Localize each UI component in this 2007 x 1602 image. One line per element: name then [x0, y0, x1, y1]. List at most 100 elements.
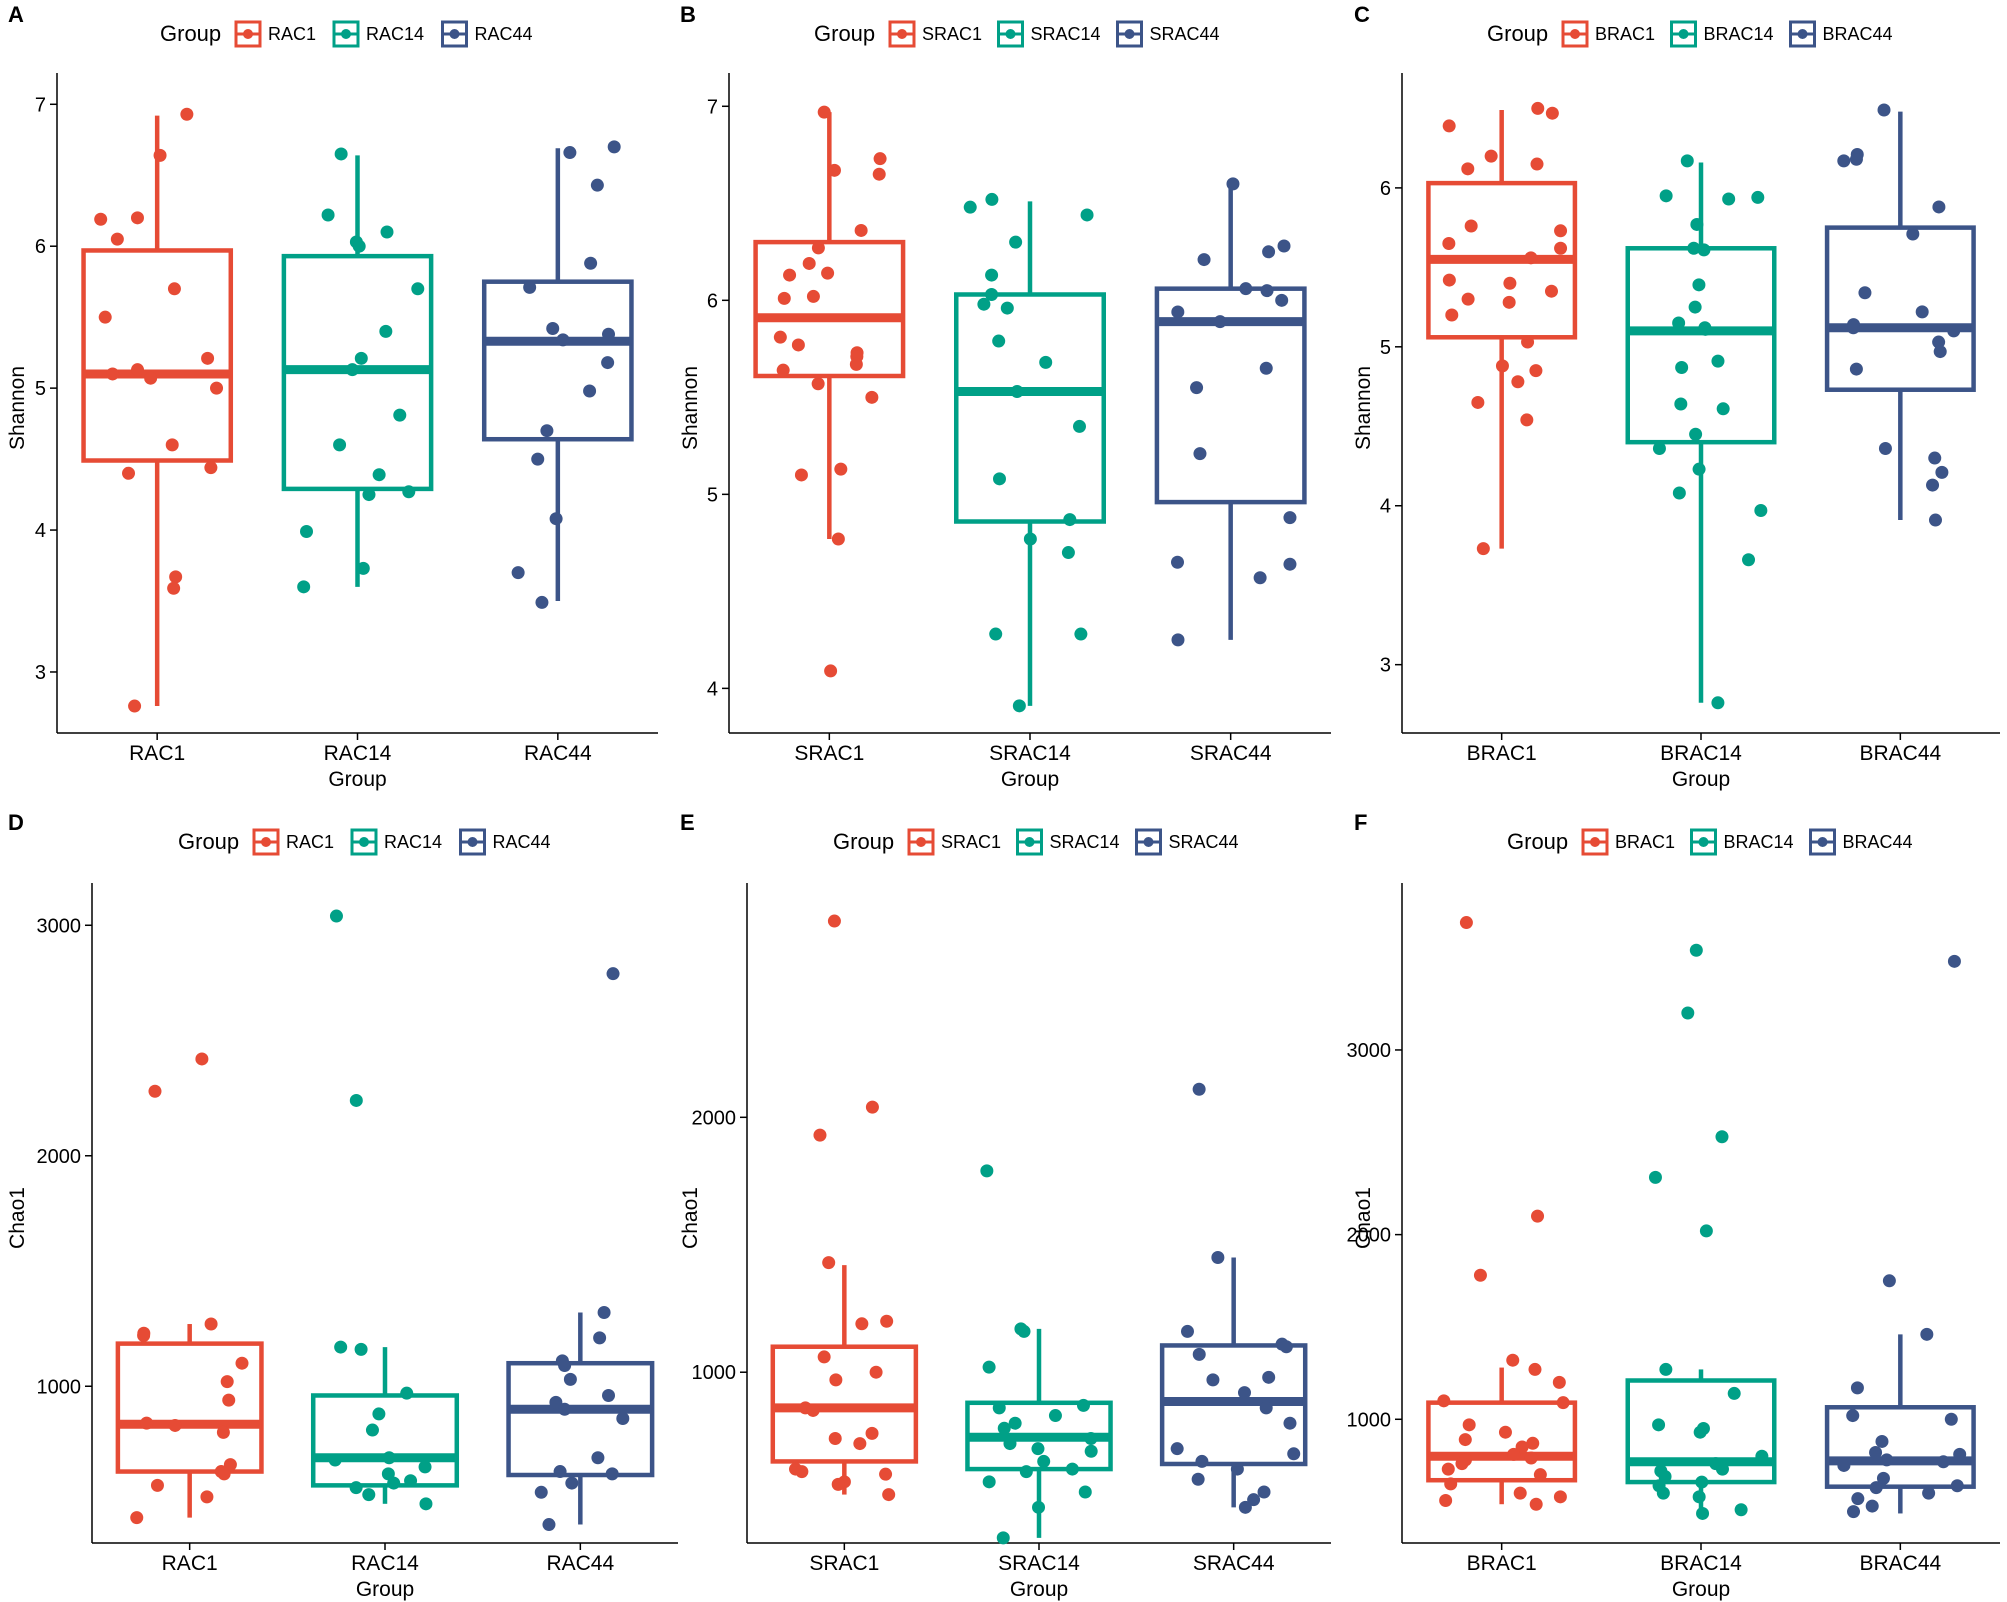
legend-title: Group	[160, 21, 221, 46]
data-point	[168, 1418, 182, 1432]
data-point	[834, 462, 848, 476]
data-point	[989, 627, 1003, 641]
data-point	[1846, 321, 1860, 335]
data-point	[130, 1511, 144, 1525]
data-point	[553, 1465, 567, 1479]
box-iqr	[1824, 1405, 1976, 1489]
y-tick-label: 5	[707, 484, 718, 506]
x-tick-label: BRAC1	[1467, 1552, 1537, 1575]
data-point	[535, 595, 549, 609]
data-point	[411, 282, 425, 296]
box-rac1	[115, 1324, 264, 1518]
y-tick-label: 2000	[692, 1107, 737, 1129]
data-point	[1464, 219, 1478, 233]
data-point	[380, 225, 394, 239]
data-point	[992, 1401, 1006, 1415]
data-point	[1080, 208, 1094, 222]
data-point	[1521, 335, 1535, 349]
y-tick-label: 1000	[37, 1376, 82, 1398]
data-point	[1195, 1454, 1209, 1468]
data-point	[1659, 1362, 1673, 1376]
legend-swatch-dot	[467, 837, 478, 847]
legend-key-srac44: SRAC44	[1135, 828, 1239, 856]
data-point	[128, 699, 142, 713]
y-tick-label: 7	[35, 94, 46, 116]
data-point	[1953, 1447, 1967, 1461]
x-tick-label: BRAC1	[1467, 742, 1537, 765]
x-axis-title: Group	[1672, 768, 1730, 791]
data-point	[540, 424, 554, 438]
data-point	[137, 1329, 151, 1343]
data-point	[1932, 200, 1946, 214]
data-point	[1688, 300, 1702, 314]
data-point	[829, 1373, 843, 1387]
box-srac14	[954, 201, 1106, 706]
data-point	[400, 1386, 414, 1400]
data-point	[1529, 1497, 1543, 1511]
data-point	[349, 1481, 363, 1495]
legend-key-brac44: BRAC44	[1809, 828, 1913, 856]
data-point	[1531, 1209, 1545, 1223]
x-axis-title: Group	[1672, 1578, 1730, 1601]
data-point	[855, 1317, 869, 1331]
box-brac44	[1824, 111, 1976, 521]
data-point	[563, 1372, 577, 1386]
data-point	[817, 1350, 831, 1364]
data-point	[204, 461, 218, 475]
data-point	[1211, 1251, 1225, 1265]
legend-key-brac1: BRAC1	[1581, 828, 1675, 856]
data-point	[1190, 381, 1204, 395]
data-point	[865, 1100, 879, 1114]
data-point	[1935, 465, 1949, 479]
legend-label: RAC44	[475, 24, 533, 44]
data-point	[1847, 1505, 1861, 1519]
data-point	[1524, 251, 1538, 265]
data-point	[996, 1531, 1010, 1545]
data-point	[1048, 1409, 1062, 1423]
box-iqr	[1625, 246, 1777, 445]
box-srac44	[1154, 183, 1307, 640]
data-point	[1003, 1437, 1017, 1451]
data-point	[216, 1425, 230, 1439]
y-tick-label: 3	[35, 662, 46, 684]
data-point	[831, 1477, 845, 1491]
data-point	[1074, 627, 1088, 641]
y-tick-label: 6	[707, 290, 718, 312]
box-iqr	[506, 1360, 655, 1478]
data-point	[1846, 1409, 1860, 1423]
data-point	[1554, 241, 1568, 255]
data-point	[558, 1359, 572, 1373]
data-point	[1023, 532, 1037, 546]
x-tick-label: BRAC14	[1660, 1552, 1742, 1575]
y-tick-label: 5	[1380, 337, 1391, 359]
data-point	[1520, 413, 1534, 427]
data-point	[220, 1375, 234, 1389]
data-point	[122, 466, 136, 480]
data-point	[869, 1365, 883, 1379]
data-point	[334, 147, 348, 161]
y-axis-title: Chao1	[1352, 1187, 1375, 1249]
data-point	[1084, 1444, 1098, 1458]
data-point	[1192, 1347, 1206, 1361]
data-point	[1690, 217, 1704, 231]
data-point	[1078, 1485, 1092, 1499]
legend-swatch-dot	[359, 837, 369, 847]
data-point	[534, 1485, 548, 1499]
data-point	[1672, 486, 1686, 500]
y-tick-label: 4	[707, 678, 718, 700]
legend-key-brac14: BRAC14	[1690, 828, 1794, 856]
data-point	[1461, 162, 1475, 176]
data-point	[827, 163, 841, 177]
data-point	[1920, 1327, 1934, 1341]
data-point	[1715, 1130, 1729, 1144]
data-point	[1061, 546, 1075, 560]
legend-title: Group	[1487, 21, 1548, 46]
data-point	[872, 167, 886, 181]
data-point	[1495, 359, 1509, 373]
data-point	[511, 566, 525, 580]
legend-swatch-dot	[1678, 29, 1689, 39]
data-point	[1751, 190, 1765, 204]
data-point	[601, 356, 615, 370]
legend-swatch-dot	[1143, 837, 1154, 847]
legend-label: SRAC14	[1050, 832, 1120, 852]
